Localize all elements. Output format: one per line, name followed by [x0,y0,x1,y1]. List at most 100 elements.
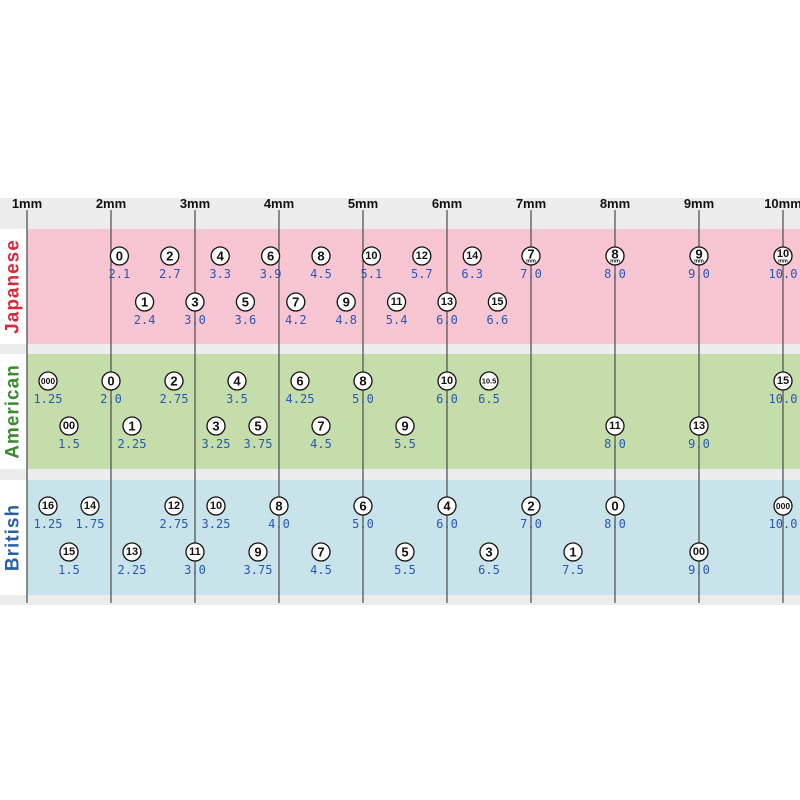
size-marker [361,246,382,266]
size-marker [412,246,432,266]
size-marker [689,246,709,266]
size-number: 2 [170,374,177,389]
x-tick-label: 4mm [264,196,294,211]
size-number: 13 [441,296,453,308]
size-marker [437,292,457,312]
size-number: 2 [166,249,173,264]
size-number: 0 [611,499,618,514]
mm-value: 4.5 [310,563,332,577]
size-number: 15 [63,546,75,558]
size-marker [563,542,583,562]
size-number: 9 [695,247,702,262]
size-number: 10 [210,500,222,512]
mm-value: 5.5 [394,563,416,577]
size-marker [38,496,58,516]
mm-value: 6.6 [487,313,509,327]
size-number: 4 [217,249,225,264]
mm-value: 9.0 [688,437,710,451]
size-number: 9 [401,419,408,434]
mm-value: 5.5 [394,437,416,451]
mm-value: 4.5 [310,267,332,281]
size-number: 8 [275,499,282,514]
mm-value: 2.4 [134,313,156,327]
size-marker [689,542,709,562]
size-marker [290,371,310,391]
size-number: 12 [168,500,180,512]
band-title-bg [0,480,27,595]
band-title-bg [0,229,27,344]
band-japanese [27,229,800,344]
size-number: 15 [491,296,503,308]
mm-value: 10.0 [769,517,798,531]
size-marker [462,246,482,266]
size-number: 13 [126,546,138,558]
mm-value: 1.5 [58,563,80,577]
size-marker [235,292,256,312]
x-tick-label: 1mm [12,196,42,211]
size-marker [164,496,184,516]
mm-value: 2.0 [100,392,122,406]
mm-value: 9.0 [688,267,710,281]
band-title-bg [0,354,27,469]
size-marker [227,371,247,391]
x-tick-label: 8mm [600,196,630,211]
size-marker [605,246,625,266]
size-number: 7 [317,545,324,560]
size-marker [101,371,121,391]
mm-value: 8.0 [604,437,626,451]
size-marker [38,371,58,391]
mm-value: 6.3 [461,267,483,281]
mm-value: 6.5 [478,563,500,577]
size-marker [185,292,205,312]
size-number: 0 [107,374,114,389]
mm-value: 1.25 [34,517,63,531]
mm-value: 9.0 [688,563,710,577]
mm-value: 1.5 [58,437,80,451]
size-number: 6 [267,249,274,264]
size-marker [59,416,79,436]
mm-value: 4.5 [310,437,332,451]
size-number: 15 [777,375,789,387]
size-number: 5 [254,419,261,434]
size-number: 14 [84,500,97,512]
size-marker [437,371,457,391]
size-number: 3 [212,419,219,434]
size-marker [248,542,268,562]
size-number: 10.5 [482,377,497,386]
size-number: 0 [116,249,123,264]
size-marker [160,246,180,266]
size-number: 1 [128,419,135,434]
x-tick-label: 6mm [432,196,462,211]
size-number: 1 [141,295,148,310]
size-number: 16 [42,500,54,512]
size-marker [122,542,142,562]
mm-value: 7.5 [562,563,584,577]
size-number: 10 [365,250,377,262]
size-marker [437,496,457,516]
mm-value: 4.8 [335,313,357,327]
mm-value: 4.25 [286,392,315,406]
size-number: 7 [317,419,324,434]
size-number: 2 [527,499,534,514]
size-number: 8 [317,249,324,264]
x-tick-label: 3mm [180,196,210,211]
size-marker [605,496,625,516]
mm-value: 10.0 [769,392,798,406]
size-marker [487,292,508,312]
size-number: 7 [527,247,534,262]
mm-value: 3.25 [202,517,231,531]
band-american [27,354,800,469]
size-marker [109,246,130,266]
mm-value: 6.0 [436,313,458,327]
mm-value: 3.6 [235,313,257,327]
mm-value: 3.9 [260,267,282,281]
size-marker [164,371,184,391]
size-number: 10 [777,248,789,260]
size-number: 5 [242,295,249,310]
size-marker [773,371,793,391]
size-number: 9 [254,545,261,560]
size-number: 1 [569,545,576,560]
size-number: 5 [401,545,408,560]
mm-value: 8.0 [604,517,626,531]
